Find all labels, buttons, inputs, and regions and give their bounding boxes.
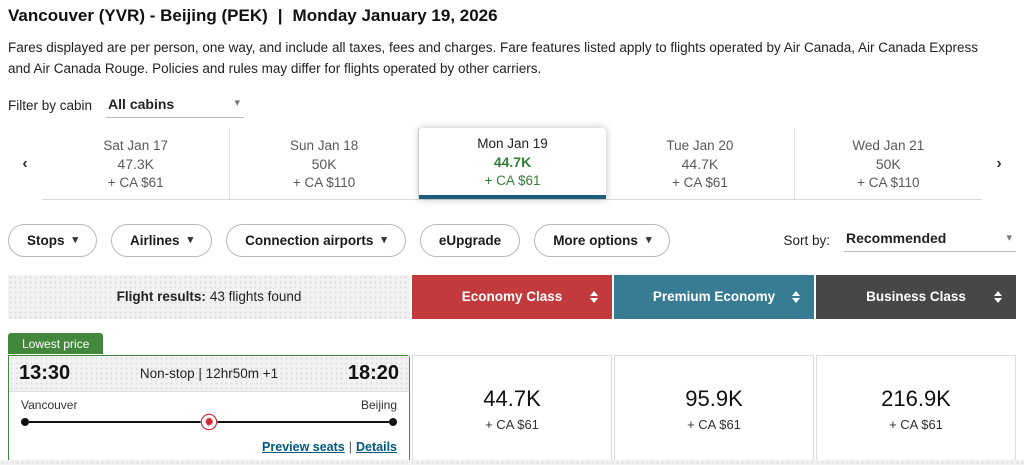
details-link[interactable]: Details [356,439,397,454]
origin-dot [21,417,29,426]
date-tab-cash: + CA $110 [857,175,920,191]
flight-results-summary: Flight results: 43 flights found [8,274,410,319]
flight-card-links: Preview seats | Details [9,440,409,462]
date-tab-day: Mon Jan 19 [477,136,548,152]
economy-fare-cash: + CA $61 [485,416,539,432]
departure-time: 13:30 [19,361,71,384]
cabin-filter-row: Filter by cabin All cabins ▾ [0,80,1024,118]
date-tab-miles: 50K [311,156,337,173]
flight-info-cell: Lowest price 13:30 Non-stop | 12hr50m +1… [8,332,410,463]
date-tab-miles: 44.7K [493,154,532,171]
flight-results-label: Flight results: [116,289,206,305]
date-tab-mon-jan-19-selected[interactable]: Mon Jan 19 44.7K + CA $61 [418,127,607,199]
sort-arrows-icon [590,290,598,303]
chevron-down-icon: ▾ [72,233,79,246]
date-tab-cash: + CA $61 [484,173,541,189]
air-canada-maple-leaf-icon [200,413,218,431]
origin-city: Vancouver [21,397,78,412]
title-separator: | [277,6,283,25]
sort-select[interactable]: Recommended ▾ [844,228,1016,253]
business-fare-cell[interactable]: 216.9K + CA $61 [816,354,1016,463]
date-tab-miles: 47.3K [117,156,154,173]
cabin-filter-select[interactable]: All cabins ▾ [106,94,245,118]
route-area: Vancouver Beijing [9,392,409,440]
date-title: Monday January 19, 2026 [292,6,498,25]
chevron-down-icon: ▾ [381,233,387,246]
airlines-filter-label: Airlines [130,232,180,248]
date-tab-miles: 50K [875,156,901,173]
filter-pills: Stops ▾ Airlines ▾ Connection airports ▾… [8,223,671,257]
chevron-down-icon: ▾ [645,233,652,246]
sort-arrows-icon [994,290,1002,303]
route-title: Vancouver (YVR) - Beijing (PEK) [8,6,268,25]
preview-seats-link[interactable]: Preview seats [262,439,345,454]
eupgrade-filter-label: eUpgrade [438,232,502,248]
cabin-filter-label: Filter by cabin [8,98,93,114]
date-tab-sun-jan-18[interactable]: Sun Jan 18 50K + CA $110 [230,127,419,199]
flight-card: 13:30 Non-stop | 12hr50m +1 18:20 Vancou… [8,354,410,463]
economy-fare-miles: 44.7K [483,385,541,411]
eupgrade-filter-button[interactable]: eUpgrade [419,223,521,257]
lowest-price-badge: Lowest price [8,332,104,354]
date-tab-wed-jan-21[interactable]: Wed Jan 21 50K + CA $110 [795,128,982,199]
airlines-filter-button[interactable]: Airlines ▾ [111,223,213,257]
date-carousel: ‹ Sat Jan 17 47.3K + CA $61 Sun Jan 18 5… [8,127,1016,200]
chevron-down-icon: ▾ [234,97,241,110]
page-title: Vancouver (YVR) - Beijing (PEK) | Monday J… [0,0,1024,26]
chevron-down-icon: ▾ [187,233,194,246]
flight-result-row: Lowest price 13:30 Non-stop | 12hr50m +1… [8,332,1016,463]
prev-dates-button[interactable]: ‹ [8,128,42,200]
date-tab-day: Sat Jan 17 [103,138,168,154]
sort-select-value: Recommended [846,230,947,247]
business-class-label: Business Class [866,289,966,305]
economy-class-column-header[interactable]: Economy Class [412,274,612,319]
economy-fare-cell[interactable]: 44.7K + CA $61 [412,354,612,463]
links-separator: | [348,439,352,454]
destination-city: Beijing [360,397,397,412]
connection-airports-filter-label: Connection airports [245,232,374,248]
route-line [21,413,397,431]
connection-airports-filter-button[interactable]: Connection airports ▾ [226,223,406,257]
arrival-time: 18:20 [347,361,399,384]
stops-filter-label: Stops [27,232,65,248]
economy-class-label: Economy Class [461,289,563,305]
sort-area: Sort by: Recommended ▾ [783,228,1016,253]
next-dates-button[interactable]: › [982,128,1016,200]
date-tab-cash: + CA $61 [107,175,164,191]
date-tab-day: Wed Jan 21 [852,138,925,154]
more-options-filter-label: More options [553,232,638,248]
page-bottom-strip [0,460,1024,465]
chevron-down-icon: ▾ [1006,231,1012,244]
date-tab-tue-jan-20[interactable]: Tue Jan 20 44.7K + CA $61 [606,127,795,199]
flight-results-count: 43 flights found [209,289,302,305]
premium-economy-column-header[interactable]: Premium Economy [614,274,814,319]
date-tab-sat-jan-17[interactable]: Sat Jan 17 47.3K + CA $61 [42,127,231,199]
flight-leg-summary: Non-stop | 12hr50m +1 [139,365,279,381]
fare-disclaimer-text: Fares displayed are per person, one way,… [8,40,979,76]
premium-economy-fare-cash: + CA $61 [687,416,741,432]
stops-filter-button[interactable]: Stops ▾ [8,223,98,257]
date-tab-miles: 44.7K [681,156,719,173]
business-class-column-header[interactable]: Business Class [816,274,1016,319]
business-fare-cash: + CA $61 [889,416,943,432]
more-options-filter-button[interactable]: More options ▾ [534,223,671,257]
premium-economy-label: Premium Economy [652,289,776,305]
cabin-filter-value: All cabins [108,95,175,112]
destination-dot [389,417,397,426]
date-tab-day: Sun Jan 18 [289,138,359,154]
business-fare-miles: 216.9K [881,385,951,411]
premium-economy-fare-miles: 95.9K [685,385,743,411]
flight-times-strip: 13:30 Non-stop | 12hr50m +1 18:20 [9,355,409,392]
date-tabs: Sat Jan 17 47.3K + CA $61 Sun Jan 18 50K… [42,127,982,200]
results-header-row: Flight results: 43 flights found Economy… [8,274,1016,319]
sort-arrows-icon [792,290,800,303]
date-tab-day: Tue Jan 20 [666,138,734,154]
filters-and-sort-row: Stops ▾ Airlines ▾ Connection airports ▾… [8,223,1016,257]
sort-by-label: Sort by: [783,232,830,248]
date-tab-cash: + CA $110 [292,175,356,191]
date-tab-cash: + CA $61 [671,175,728,191]
premium-economy-fare-cell[interactable]: 95.9K + CA $61 [614,354,814,463]
